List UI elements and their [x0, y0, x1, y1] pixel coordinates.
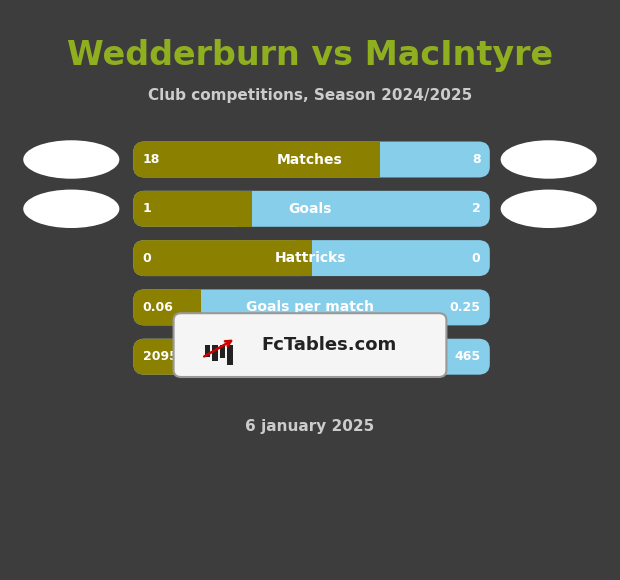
- FancyBboxPatch shape: [133, 191, 490, 227]
- FancyBboxPatch shape: [185, 289, 201, 325]
- Text: 0.06: 0.06: [143, 301, 174, 314]
- FancyBboxPatch shape: [133, 289, 201, 325]
- Text: 6 january 2025: 6 january 2025: [246, 419, 374, 434]
- FancyBboxPatch shape: [133, 339, 425, 375]
- Ellipse shape: [501, 190, 596, 228]
- FancyBboxPatch shape: [133, 142, 380, 177]
- Text: Club competitions, Season 2024/2025: Club competitions, Season 2024/2025: [148, 88, 472, 103]
- Text: 2: 2: [472, 202, 480, 215]
- FancyBboxPatch shape: [296, 240, 312, 276]
- FancyBboxPatch shape: [133, 142, 490, 177]
- Text: Goals per match: Goals per match: [246, 300, 374, 314]
- Text: 0: 0: [143, 252, 151, 264]
- Text: Wedderburn vs MacIntyre: Wedderburn vs MacIntyre: [67, 39, 553, 71]
- Text: Min per goal: Min per goal: [261, 350, 359, 364]
- FancyBboxPatch shape: [205, 345, 210, 357]
- Text: 465: 465: [454, 350, 480, 363]
- FancyBboxPatch shape: [174, 313, 446, 377]
- FancyBboxPatch shape: [365, 142, 380, 177]
- FancyBboxPatch shape: [133, 339, 490, 375]
- Text: 18: 18: [143, 153, 160, 166]
- Ellipse shape: [24, 140, 120, 179]
- FancyBboxPatch shape: [236, 191, 252, 227]
- Ellipse shape: [24, 190, 120, 228]
- FancyBboxPatch shape: [227, 345, 232, 365]
- FancyBboxPatch shape: [133, 289, 490, 325]
- Text: Matches: Matches: [277, 153, 343, 166]
- FancyBboxPatch shape: [133, 240, 312, 276]
- Text: Goals: Goals: [288, 202, 332, 216]
- Text: 8: 8: [472, 153, 480, 166]
- FancyBboxPatch shape: [410, 339, 425, 375]
- FancyBboxPatch shape: [133, 240, 490, 276]
- Text: 2095: 2095: [143, 350, 177, 363]
- FancyBboxPatch shape: [212, 345, 218, 361]
- Text: Hattricks: Hattricks: [274, 251, 346, 265]
- Ellipse shape: [501, 140, 596, 179]
- FancyBboxPatch shape: [133, 191, 252, 227]
- Text: 1: 1: [143, 202, 151, 215]
- Text: 0.25: 0.25: [450, 301, 480, 314]
- Text: 0: 0: [472, 252, 480, 264]
- Text: FcTables.com: FcTables.com: [261, 336, 396, 354]
- FancyBboxPatch shape: [219, 345, 226, 358]
